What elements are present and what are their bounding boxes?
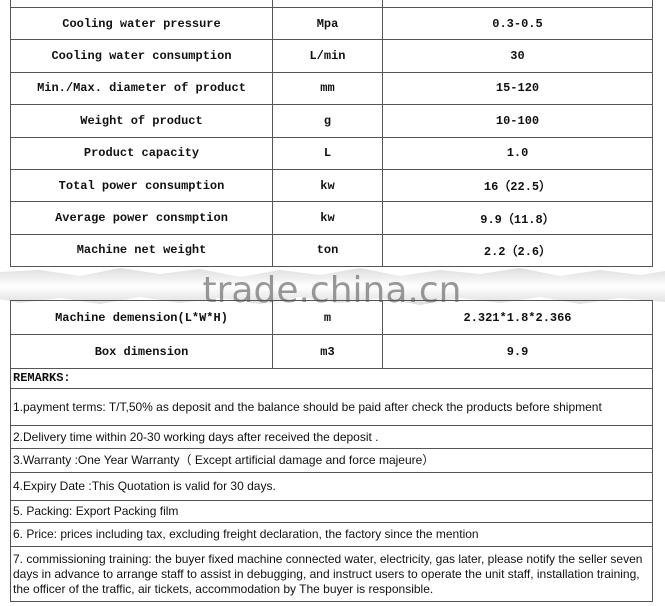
spec-value: 30: [382, 39, 653, 73]
remark-item: 2.Delivery time within 20-30 working day…: [10, 425, 653, 449]
spec-name: Weight of product: [10, 104, 273, 138]
spec-value: 15-120: [382, 71, 653, 106]
remark-item: 6. Price: prices including tax, excludin…: [10, 522, 653, 547]
spec-value: 9.9（11.8）: [382, 201, 653, 235]
remark-item: 5. Packing: Export Packing film: [10, 500, 653, 523]
spec-name: Machine demension(L*W*H): [10, 300, 273, 335]
torn-edge: [0, 268, 665, 305]
remark-item: 4.Expiry Date :This Quotation is valid f…: [10, 472, 653, 501]
remark-item: 1.payment terms: T/T,50% as deposit and …: [10, 388, 653, 426]
spec-name: Cooling water pressure: [10, 7, 273, 41]
watermark: trade.china.cn: [203, 270, 462, 311]
spec-value: 2.2（2.6）: [382, 233, 653, 268]
spec-unit: m3: [272, 334, 383, 369]
spec-value: 2.321*1.8*2.366: [382, 300, 653, 335]
remark-item: 7. commissioning training: the buyer fix…: [10, 546, 653, 602]
spec-unit: kw: [272, 201, 383, 235]
spec-value: 9.9: [382, 334, 653, 369]
spec-unit: g: [272, 104, 383, 138]
spec-name: Machine net weight: [10, 233, 273, 268]
spec-value: 16（22.5）: [382, 169, 653, 203]
spec-name: Box dimension: [10, 334, 273, 369]
remarks-title: REMARKS:: [10, 368, 653, 389]
spec-unit: L/min: [272, 39, 383, 73]
spec-value: 0.3-0.5: [382, 7, 653, 41]
spec-unit: Mpa: [272, 7, 383, 41]
spec-name: Min./Max. diameter of product: [10, 71, 273, 106]
spec-unit: ton: [272, 233, 383, 268]
spec-value: 10-100: [382, 104, 653, 138]
spec-name: Total power consumption: [10, 169, 273, 203]
remark-item: 3.Warranty :One Year Warranty（ Except ar…: [10, 448, 653, 473]
spec-value: 1.0: [382, 136, 653, 170]
spec-unit: m: [272, 300, 383, 335]
spec-name: Cooling water consumption: [10, 39, 273, 73]
spec-unit: kw: [272, 169, 383, 203]
spec-unit: L: [272, 136, 383, 170]
spec-name: Average power consmption: [10, 201, 273, 235]
spec-unit: mm: [272, 71, 383, 106]
spec-name: Product capacity: [10, 136, 273, 170]
